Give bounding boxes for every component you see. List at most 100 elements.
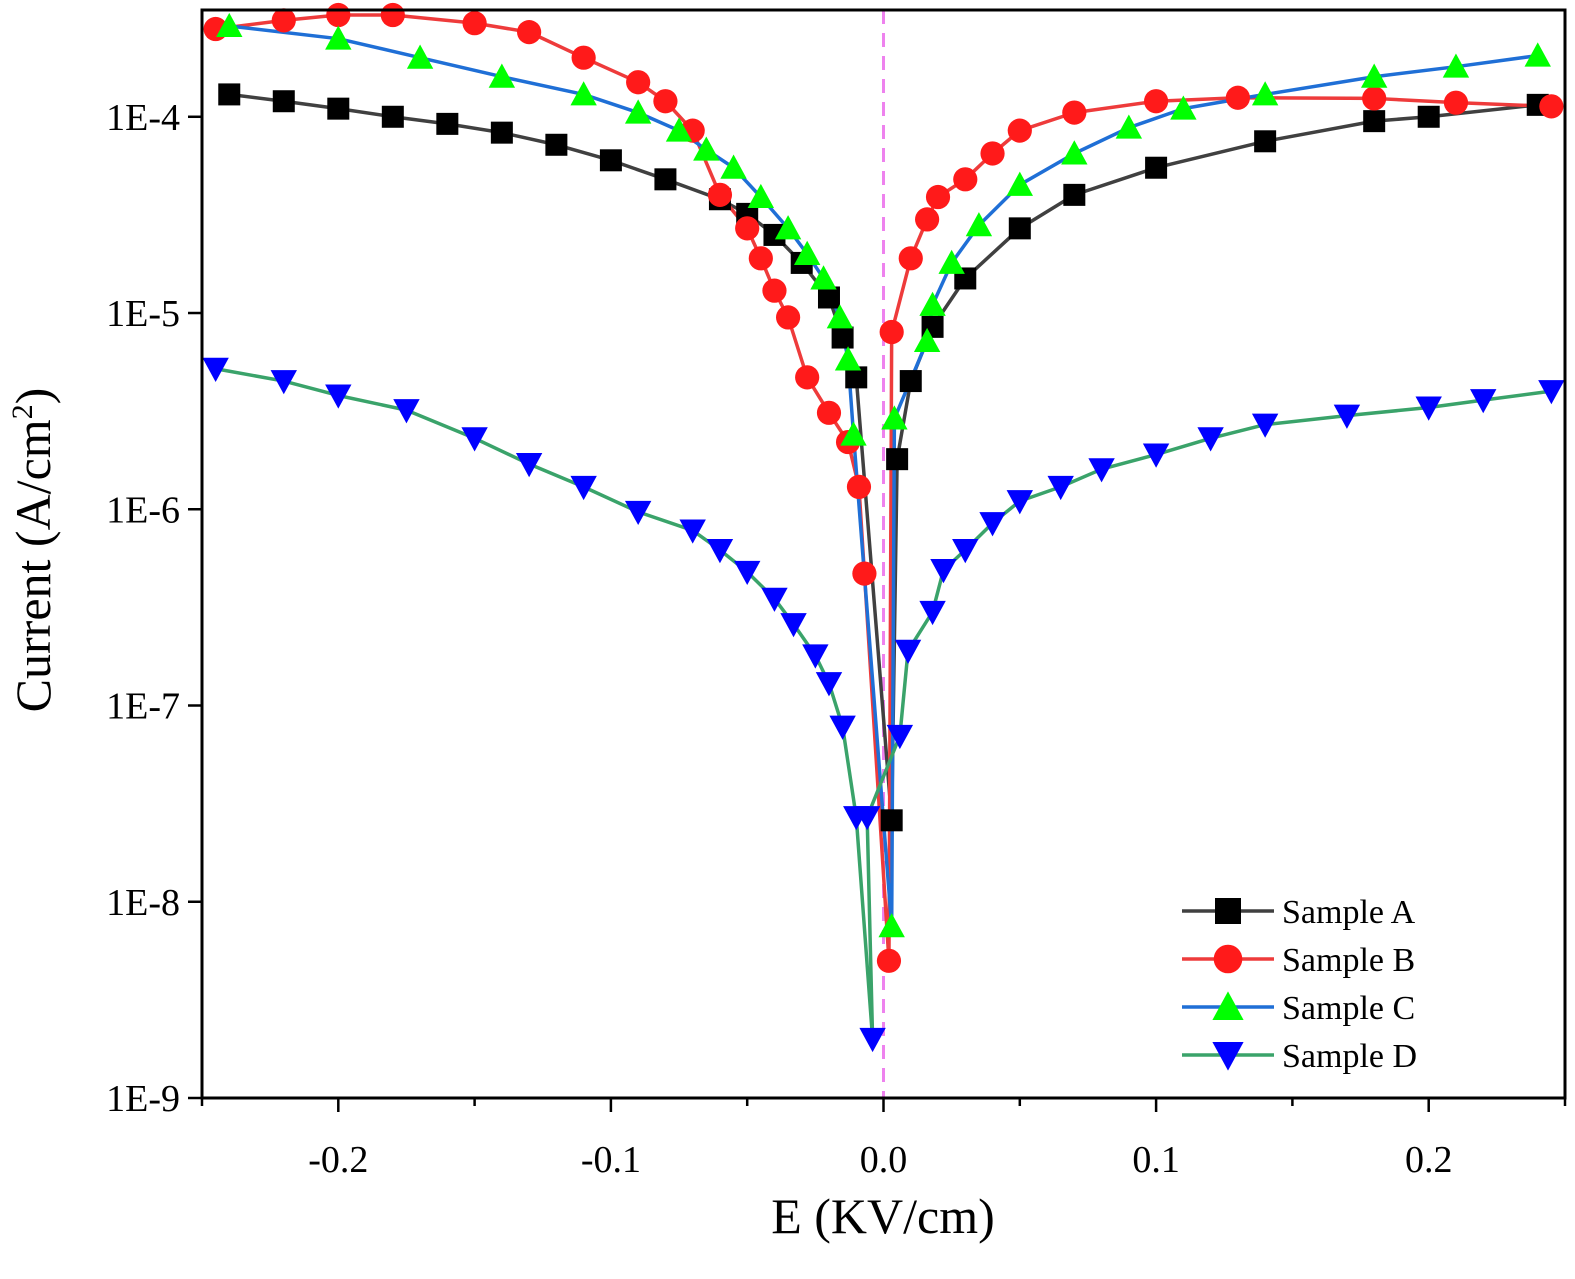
sample-c-point xyxy=(774,215,802,240)
legend-label: Sample C xyxy=(1282,990,1415,1027)
y-axis-title-superscript: 2 xyxy=(6,404,39,419)
sample-b-point xyxy=(462,11,487,36)
sample-b-point xyxy=(1144,89,1169,114)
sample-a-point xyxy=(327,97,350,120)
sample-c-point xyxy=(747,183,775,209)
plot-area xyxy=(202,2,1565,1098)
legend-label: Sample B xyxy=(1282,942,1415,979)
sample-d-point xyxy=(1047,475,1074,501)
sample-d-point xyxy=(679,519,706,544)
sample-b-point xyxy=(795,365,820,390)
sample-d-point xyxy=(393,399,420,424)
sample-d-point xyxy=(202,357,229,382)
sample-d-point xyxy=(570,475,597,501)
sample-b-point xyxy=(846,474,872,500)
sample-c-point xyxy=(1442,53,1470,78)
sample-d-point xyxy=(461,427,488,452)
sample-d-point xyxy=(853,806,881,831)
sample-d-point xyxy=(859,1027,886,1053)
sample-d-point xyxy=(515,453,543,478)
y-tick-label: 1E-9 xyxy=(106,1078,180,1120)
sample-c-point xyxy=(1524,42,1551,67)
sample-c-point xyxy=(624,99,652,124)
sample-b-point xyxy=(925,184,951,210)
sample-d-point xyxy=(1538,380,1565,405)
sample-b-point xyxy=(852,561,877,586)
y-axis-title: Current (A/cm2) xyxy=(5,388,61,713)
sample-a-point xyxy=(1145,156,1168,179)
sample-b-point xyxy=(1225,85,1250,110)
sample-c-point xyxy=(810,265,837,290)
sample-b-point xyxy=(1539,94,1564,119)
x-tick-label: 0.0 xyxy=(860,1139,908,1181)
sample-d-point xyxy=(815,672,843,697)
sample-b-markers xyxy=(203,2,1564,973)
sample-a-point xyxy=(272,90,295,113)
y-axis-title-main: Current (A/cm xyxy=(5,419,61,712)
sample-a-point xyxy=(436,112,459,135)
sample-c-markers xyxy=(216,12,1551,938)
sample-c-point xyxy=(1170,95,1197,120)
sample-d-point xyxy=(706,539,734,564)
y-axis-title-close: ) xyxy=(5,388,61,405)
sample-b-point xyxy=(626,70,651,95)
sample-b-point xyxy=(1362,86,1387,111)
legend-marker xyxy=(1213,944,1243,974)
x-tick-label: 0.1 xyxy=(1132,1139,1180,1181)
sample-b-point xyxy=(748,246,773,271)
y-tick-label: 1E-4 xyxy=(106,97,180,139)
y-tick-label: 1E-7 xyxy=(106,686,180,728)
sample-c-line xyxy=(229,24,1538,929)
sample-c-point xyxy=(1061,140,1088,165)
sample-d-point xyxy=(325,384,352,409)
sample-b-point xyxy=(915,207,940,232)
legend-label: Sample A xyxy=(1282,894,1416,931)
legend-item-sample-d: Sample D xyxy=(1182,1038,1417,1075)
legend-label: Sample D xyxy=(1282,1038,1417,1075)
sample-b-point xyxy=(953,167,978,192)
y-axis: 1E-9 1E-8 1E-7 1E-6 1E-5 1E-4 xyxy=(106,97,202,1120)
sample-c-point xyxy=(665,117,693,142)
sample-c-point xyxy=(881,405,908,430)
sample-b-point xyxy=(762,278,787,303)
sample-a-point xyxy=(218,83,241,106)
x-tick-label: -0.1 xyxy=(581,1139,641,1181)
sample-a-point xyxy=(880,809,903,832)
sample-b-point xyxy=(1062,100,1087,125)
sample-d-point xyxy=(829,715,856,740)
legend-item-sample-b: Sample B xyxy=(1182,942,1415,979)
sample-c-point xyxy=(938,249,965,274)
sample-d-point xyxy=(1006,490,1033,515)
sample-c-point xyxy=(840,421,867,446)
sample-c-point xyxy=(325,25,352,50)
sample-b-point xyxy=(980,141,1005,166)
sample-a-point xyxy=(1008,217,1031,240)
sample-b-point xyxy=(326,2,351,28)
sample-d-point xyxy=(919,600,946,626)
legend-item-sample-c: Sample C xyxy=(1182,990,1415,1027)
sample-d-point xyxy=(1333,404,1361,429)
sample-b-point xyxy=(775,305,801,330)
legend-marker xyxy=(1212,991,1244,1020)
sample-a-point xyxy=(831,326,854,349)
sample-d-point xyxy=(894,639,922,665)
sample-c-point xyxy=(216,12,243,38)
sample-a-point xyxy=(1417,105,1440,128)
sample-c-point xyxy=(878,913,905,938)
sample-c-point xyxy=(570,81,597,106)
sample-a-point xyxy=(490,121,513,144)
sample-c-point xyxy=(693,136,720,161)
sample-a-point xyxy=(381,105,404,128)
sample-a-point xyxy=(886,448,909,471)
sample-b-point xyxy=(876,948,902,973)
sample-d-point xyxy=(952,539,979,564)
sample-b-point xyxy=(879,319,904,345)
sample-c-point xyxy=(913,327,941,353)
sample-a-point xyxy=(1063,183,1086,206)
sample-a-point xyxy=(1363,110,1386,133)
sample-d-point xyxy=(780,613,807,638)
sample-c-point xyxy=(826,304,854,329)
sample-b-point xyxy=(898,246,923,271)
sample-d-point xyxy=(930,559,957,584)
